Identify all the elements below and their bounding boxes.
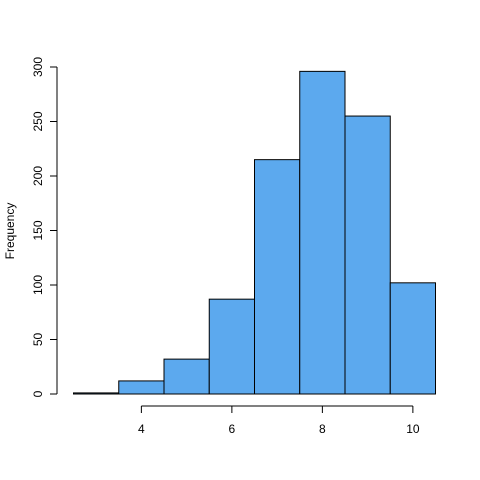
x-tick-label: 10 bbox=[406, 422, 420, 436]
histogram-bar bbox=[299, 70, 346, 395]
y-tick-label: 300 bbox=[31, 57, 45, 77]
y-axis: 0 50 100 150 200 250 300 bbox=[31, 57, 58, 397]
y-tick-label: 100 bbox=[31, 275, 45, 295]
x-axis: 4 6 8 10 bbox=[138, 405, 420, 436]
histogram-bar bbox=[344, 115, 391, 395]
histogram-bar bbox=[118, 380, 165, 395]
histogram-bar bbox=[254, 159, 301, 395]
x-tick-label: 8 bbox=[319, 422, 326, 436]
histogram-bar bbox=[389, 282, 436, 395]
y-tick-label: 200 bbox=[31, 166, 45, 186]
y-tick-label: 0 bbox=[31, 390, 45, 397]
x-tick-label: 4 bbox=[138, 422, 145, 436]
histogram-bars bbox=[73, 70, 436, 395]
y-axis-title: Frequency bbox=[3, 203, 17, 260]
x-tick-label: 6 bbox=[229, 422, 236, 436]
histogram-bar bbox=[73, 392, 120, 395]
y-tick-label: 150 bbox=[31, 220, 45, 240]
y-tick-label: 250 bbox=[31, 111, 45, 131]
histogram-bar bbox=[163, 358, 210, 395]
histogram-bar bbox=[208, 298, 255, 395]
y-tick-label: 50 bbox=[31, 333, 45, 347]
